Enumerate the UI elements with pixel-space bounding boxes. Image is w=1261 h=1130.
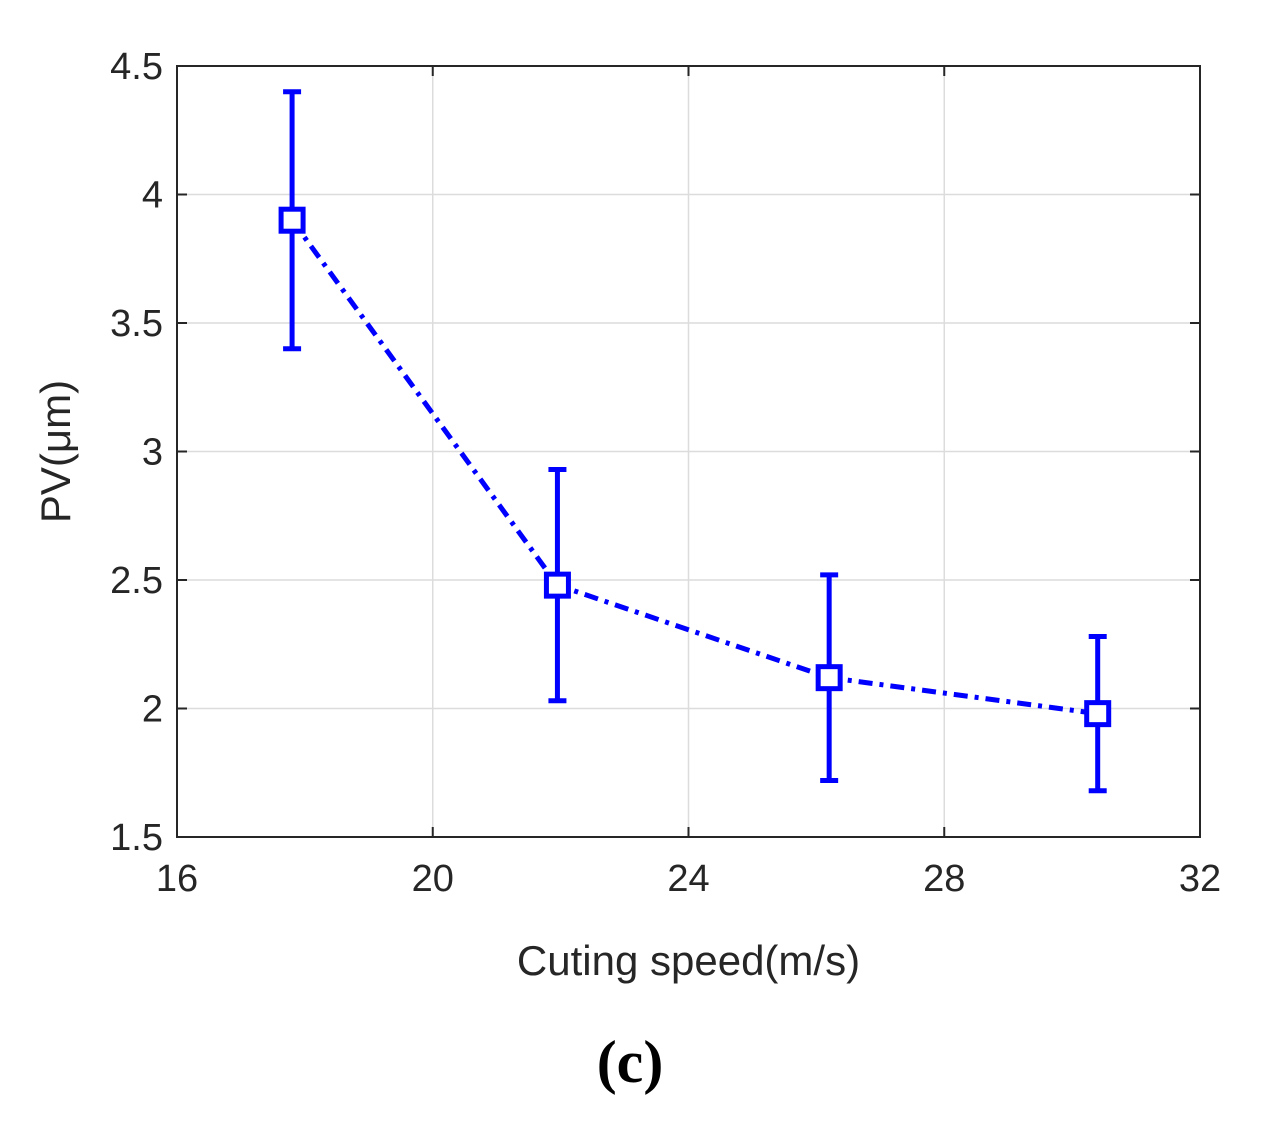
x-tick-label: 16 — [156, 858, 198, 900]
y-tick-label: 3.5 — [110, 303, 163, 345]
y-tick-label: 2.5 — [110, 560, 163, 602]
data-point-marker — [815, 664, 843, 692]
x-tick-label: 28 — [923, 858, 965, 900]
y-tick-label: 2 — [142, 689, 163, 731]
data-point-marker — [543, 571, 571, 599]
x-tick-label: 20 — [412, 858, 454, 900]
y-tick-label: 1.5 — [110, 817, 163, 859]
series-line — [290, 218, 1099, 717]
panel-label: (c) — [597, 1029, 664, 1095]
x-tick-label: 32 — [1179, 858, 1221, 900]
y-tick-label: 4.5 — [110, 46, 163, 88]
x-axis-title: Cuting speed(m/s) — [517, 937, 860, 984]
y-axis-title: PV(μm) — [32, 380, 79, 523]
y-tick-label: 4 — [142, 175, 163, 217]
x-tick-label: 24 — [667, 858, 709, 900]
data-point-marker — [1084, 700, 1112, 728]
grid — [177, 66, 1200, 837]
y-tick-label: 3 — [142, 432, 163, 474]
series-layer — [278, 89, 1112, 794]
data-point-marker — [278, 206, 306, 234]
ticks: 16 20 24 28 32 1.5 2 2.5 3 3.5 4 4.5 — [110, 46, 1221, 900]
